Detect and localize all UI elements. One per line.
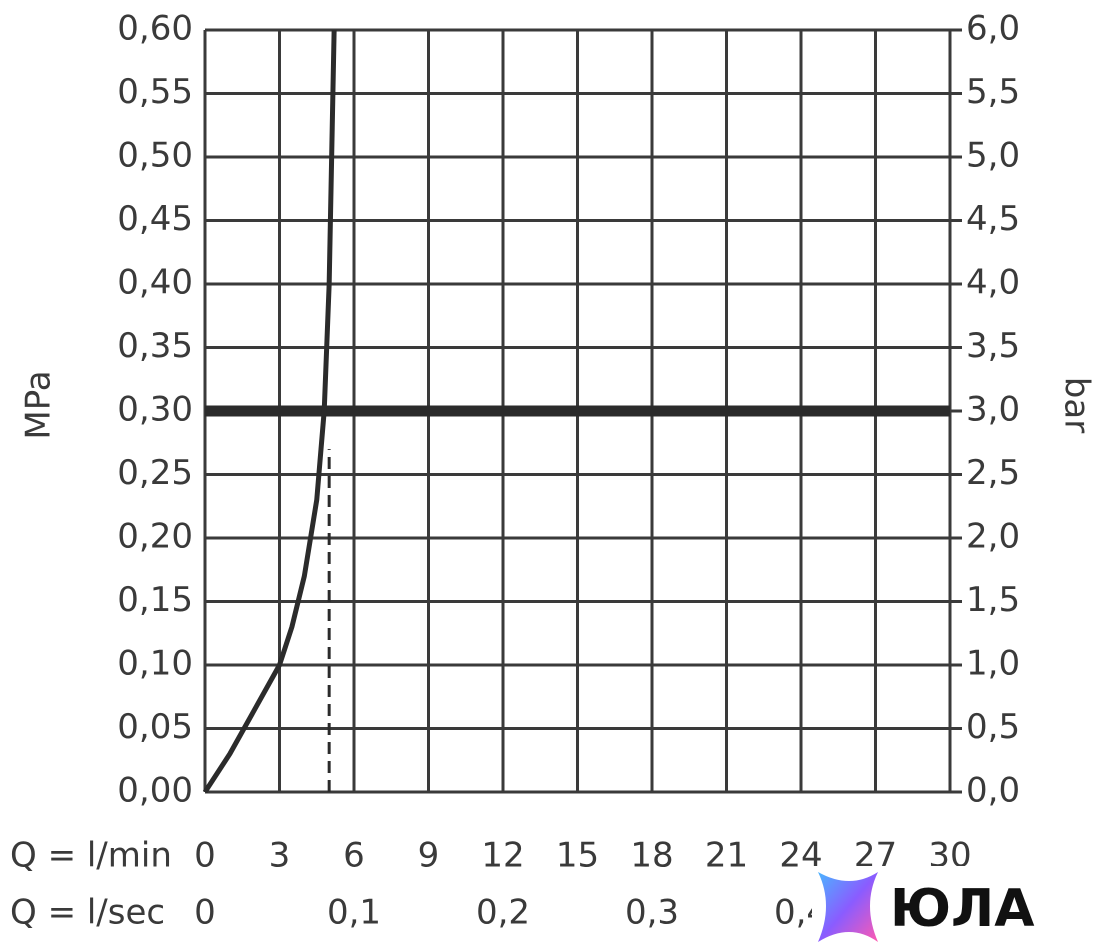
x-tick-label: 18 [630, 836, 673, 876]
y2-tick-label: 5,0 [966, 136, 1020, 176]
y-tick-label: 0,55 [117, 72, 193, 112]
y2-tick-label: 2,5 [966, 453, 1020, 493]
y2-tick-label: 0,5 [966, 707, 1020, 747]
y2-tick-label: 2,0 [966, 517, 1020, 557]
x2-tick-label: 0 [194, 893, 216, 933]
y2-tick-label: 4,5 [966, 199, 1020, 239]
y-tick-label: 0,15 [117, 580, 193, 620]
x2-tick-label: 0,1 [327, 893, 381, 933]
y-tick-label: 0,10 [117, 644, 193, 684]
x-tick-label: 6 [343, 836, 365, 876]
curve [202, 29, 337, 794]
x-tick-label: 21 [705, 836, 748, 876]
y2-tick-label: 3,0 [966, 390, 1020, 430]
y-tick-label: 0,40 [117, 263, 193, 303]
x-tick-label: 9 [418, 836, 440, 876]
y-tick-label: 0,50 [117, 136, 193, 176]
y2-tick-label: 0,0 [966, 771, 1020, 811]
y-tick-label: 0,05 [117, 707, 193, 747]
logo-text: ЮЛА [890, 879, 1034, 939]
x-tick-label: 0 [194, 836, 216, 876]
x-tick-label: 12 [481, 836, 524, 876]
x2-tick-label: 0,2 [476, 893, 530, 933]
x2-tick-label: 0,3 [625, 893, 679, 933]
y2-tick-label: 6,0 [966, 9, 1020, 49]
y2-tick-label: 3,5 [966, 326, 1020, 366]
x-tick-label: 3 [269, 836, 291, 876]
logo-icon [818, 872, 878, 942]
y-tick-label: 0,20 [117, 517, 193, 557]
y-tick-label: 0,60 [117, 9, 193, 49]
y2-axis-label: bar [1057, 377, 1097, 433]
y-tick-label: 0,30 [117, 390, 193, 430]
x2-axis-label: Q = l/sec [10, 893, 165, 933]
y2-tick-label: 1,5 [966, 580, 1020, 620]
x-axis-label: Q = l/min [10, 836, 172, 876]
y2-tick-label: 5,5 [966, 72, 1020, 112]
y-tick-label: 0,00 [117, 771, 193, 811]
y2-tick-label: 1,0 [966, 644, 1020, 684]
y-tick-label: 0,25 [117, 453, 193, 493]
y-tick-label: 0,35 [117, 326, 193, 366]
x-tick-label: 15 [556, 836, 599, 876]
y-tick-label: 0,45 [117, 199, 193, 239]
y-axis-label: MPa [19, 370, 59, 439]
y2-tick-label: 4,0 [966, 263, 1020, 303]
